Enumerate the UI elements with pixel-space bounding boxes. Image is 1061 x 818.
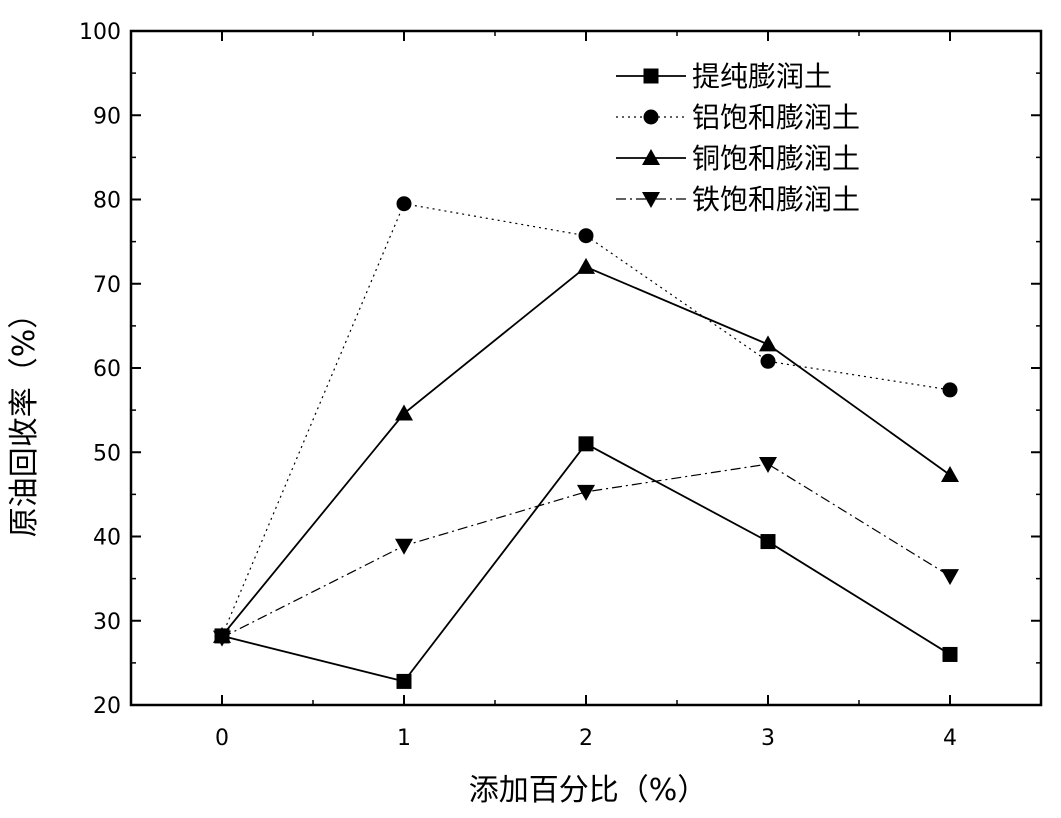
y-tick-label: 40 <box>93 526 121 551</box>
data-point <box>942 646 958 662</box>
y-tick-label: 80 <box>93 189 121 214</box>
data-point <box>942 382 958 398</box>
y-axis-label: 原油回收率（%） <box>7 299 42 538</box>
legend-marker <box>643 68 659 84</box>
y-tick-label: 50 <box>93 441 121 466</box>
legend-item: 铁饱和膨润土 <box>616 183 860 216</box>
legend-label: 铜饱和膨润土 <box>692 142 860 175</box>
data-point <box>395 538 413 555</box>
x-tick-label: 2 <box>579 726 593 751</box>
data-point <box>213 630 231 647</box>
y-tick-label: 30 <box>93 610 121 635</box>
series-1 <box>214 436 958 689</box>
series-2 <box>214 196 958 644</box>
data-point <box>578 436 594 452</box>
data-point <box>760 353 776 369</box>
plot-area <box>129 29 1043 707</box>
legend-marker <box>642 149 660 165</box>
legend-item: 铜饱和膨润土 <box>616 142 860 175</box>
y-tick-label: 60 <box>93 357 121 382</box>
x-tick-label: 0 <box>215 726 229 751</box>
x-tick-label: 4 <box>943 726 957 751</box>
legend-label: 铝饱和膨润土 <box>692 101 860 134</box>
y-tick-label: 90 <box>93 104 121 129</box>
data-point <box>396 196 412 212</box>
series-line <box>221 265 951 637</box>
data-point <box>577 484 595 501</box>
x-tick-label: 3 <box>761 726 775 751</box>
data-point <box>759 457 777 474</box>
data-point <box>577 257 595 274</box>
series-layer <box>213 196 959 689</box>
data-point <box>760 534 776 550</box>
data-point <box>941 569 959 586</box>
legend-marker <box>643 109 659 125</box>
y-axis: 20 30 40 50 60 70 80 90 100 <box>79 20 1041 719</box>
series-line <box>221 203 951 637</box>
y-tick-label: 100 <box>79 20 121 45</box>
legend-label: 铁饱和膨润土 <box>692 183 860 216</box>
data-point <box>578 228 594 244</box>
legend-marker <box>642 192 660 208</box>
data-point <box>395 404 413 421</box>
series-line <box>221 463 951 639</box>
series-4 <box>213 457 959 647</box>
series-line <box>221 442 951 683</box>
x-axis: 0 1 2 3 4 <box>215 31 957 751</box>
legend-item: 铝饱和膨润土 <box>616 101 860 134</box>
x-axis-label: 添加百分比（%） <box>469 773 708 808</box>
x-tick-label: 1 <box>397 726 411 751</box>
plot-border <box>129 29 1043 707</box>
legend-item: 提纯膨润土 <box>616 60 832 93</box>
legend-label: 提纯膨润土 <box>692 60 832 93</box>
y-tick-label: 70 <box>93 273 121 298</box>
data-point <box>759 335 777 352</box>
data-point <box>941 465 959 482</box>
y-tick-label: 20 <box>93 694 121 719</box>
data-point <box>396 673 412 689</box>
